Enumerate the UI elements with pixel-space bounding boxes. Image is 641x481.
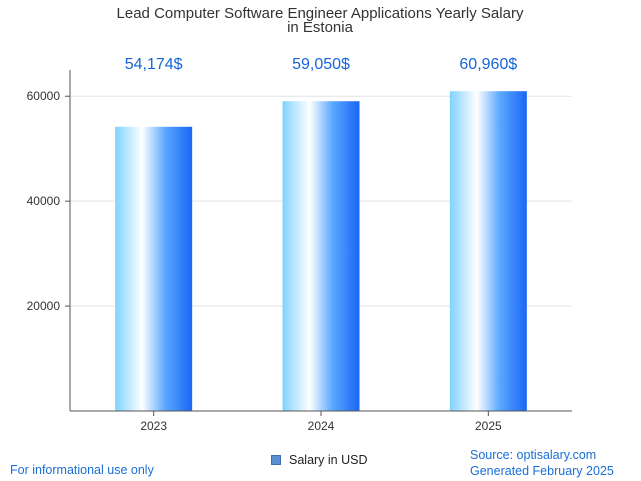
data-label-2025: 60,960$: [459, 56, 517, 73]
legend-swatch: [271, 455, 281, 465]
disclaimer-text: For informational use only: [10, 463, 154, 477]
legend: Salary in USD: [271, 453, 368, 467]
x-tick-label: 2024: [308, 419, 335, 433]
data-label-2024: 59,050$: [292, 56, 350, 73]
x-tick-label: 2025: [475, 419, 502, 433]
bar-2023: [115, 126, 193, 411]
chart-title-line-1: Lead Computer Software Engineer Applicat…: [117, 5, 524, 22]
bar-2025: [449, 91, 527, 411]
legend-label: Salary in USD: [289, 453, 368, 467]
source-text: Source: optisalary.com: [470, 448, 597, 462]
data-label-2023: 54,174$: [125, 56, 183, 73]
generated-text: Generated February 2025: [470, 463, 614, 478]
x-tick-label: 2023: [140, 419, 167, 433]
y-tick-label: 40000: [27, 194, 61, 208]
y-tick-label: 60000: [27, 89, 61, 103]
source-block: Source: optisalary.com Generated Februar…: [470, 448, 614, 479]
y-tick-label: 20000: [27, 299, 61, 313]
chart-title-line-2: in Estonia: [287, 19, 354, 36]
bar-2024: [282, 101, 360, 412]
